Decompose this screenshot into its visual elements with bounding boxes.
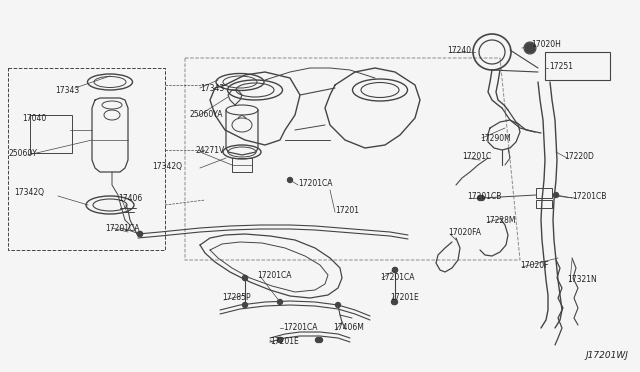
Text: 17201CA: 17201CA xyxy=(283,324,317,333)
Text: 17201: 17201 xyxy=(335,205,359,215)
Circle shape xyxy=(479,196,484,201)
Bar xyxy=(232,158,252,172)
Circle shape xyxy=(243,302,248,308)
Circle shape xyxy=(243,276,248,280)
Text: 17201CB: 17201CB xyxy=(572,192,606,201)
Text: 17201E: 17201E xyxy=(390,294,419,302)
Text: 17343: 17343 xyxy=(200,83,224,93)
Text: 17342Q: 17342Q xyxy=(14,187,44,196)
Text: J17201WJ: J17201WJ xyxy=(585,351,628,360)
Bar xyxy=(30,115,72,153)
Circle shape xyxy=(138,231,143,237)
Circle shape xyxy=(525,43,535,53)
Text: 17342Q: 17342Q xyxy=(152,161,182,170)
Circle shape xyxy=(287,177,292,183)
Circle shape xyxy=(392,267,397,273)
Text: 17406: 17406 xyxy=(118,193,142,202)
Circle shape xyxy=(335,302,340,308)
Text: 17220D: 17220D xyxy=(564,151,594,160)
Bar xyxy=(536,188,552,198)
Circle shape xyxy=(554,192,559,198)
Circle shape xyxy=(278,299,282,305)
Text: 17020FA: 17020FA xyxy=(448,228,481,237)
Circle shape xyxy=(392,299,397,305)
Text: 17020H: 17020H xyxy=(531,39,561,48)
Text: 17406M: 17406M xyxy=(333,324,364,333)
Text: 17201CA: 17201CA xyxy=(298,179,333,187)
Circle shape xyxy=(477,196,483,201)
Text: 17201CA: 17201CA xyxy=(257,270,291,279)
Circle shape xyxy=(243,276,248,280)
Text: 17321N: 17321N xyxy=(567,276,596,285)
Text: 17290M: 17290M xyxy=(480,134,511,142)
Text: 17201CA: 17201CA xyxy=(105,224,140,232)
Text: 17201CA: 17201CA xyxy=(380,273,415,282)
Bar xyxy=(545,52,610,80)
Circle shape xyxy=(392,267,397,273)
Text: 24271V: 24271V xyxy=(196,145,225,154)
Text: 17240: 17240 xyxy=(447,45,471,55)
Circle shape xyxy=(278,337,282,343)
Text: 25060Y: 25060Y xyxy=(8,148,37,157)
Text: 17020F: 17020F xyxy=(520,260,548,269)
Circle shape xyxy=(317,337,323,343)
Circle shape xyxy=(392,299,397,305)
Text: 17201E: 17201E xyxy=(270,337,299,346)
Circle shape xyxy=(138,231,143,237)
Text: 17201CB: 17201CB xyxy=(467,192,501,201)
Bar xyxy=(536,200,552,208)
Text: 17040: 17040 xyxy=(22,113,46,122)
Text: 17343: 17343 xyxy=(55,86,79,94)
Text: 25060YA: 25060YA xyxy=(190,109,223,119)
Text: 17285P: 17285P xyxy=(222,294,251,302)
Circle shape xyxy=(278,337,282,343)
Text: 17201C: 17201C xyxy=(462,151,492,160)
Text: 17251: 17251 xyxy=(549,61,573,71)
Circle shape xyxy=(316,337,321,343)
Text: 17228M: 17228M xyxy=(485,215,515,224)
